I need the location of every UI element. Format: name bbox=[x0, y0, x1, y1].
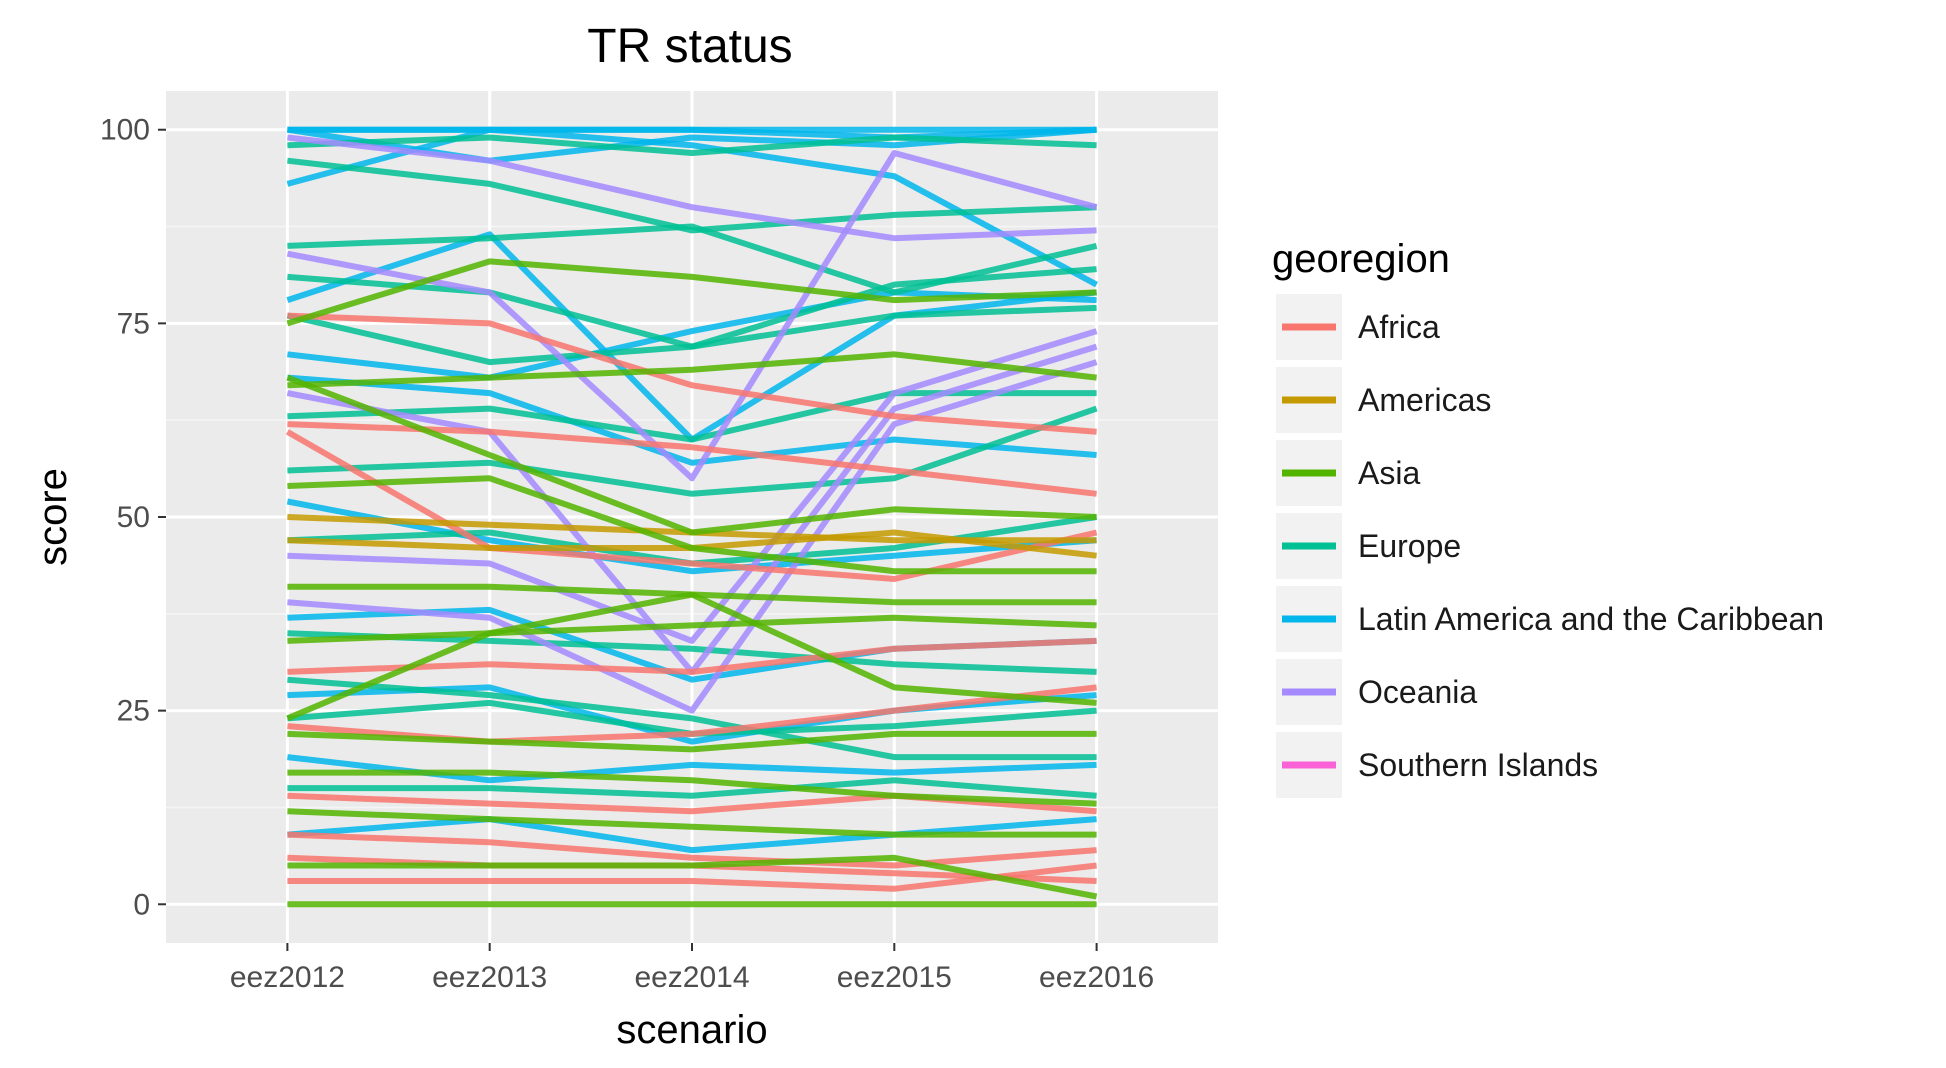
series-line bbox=[287, 831, 1097, 869]
series-line bbox=[287, 676, 1097, 761]
y-tick-label: 100 bbox=[100, 114, 150, 147]
legend-label: Europe bbox=[1358, 528, 1461, 564]
series-line bbox=[287, 816, 1097, 854]
series-line bbox=[287, 390, 1097, 443]
legend-label: Asia bbox=[1358, 455, 1420, 491]
y-tick-label: 75 bbox=[117, 307, 150, 340]
legend-label: Africa bbox=[1358, 309, 1440, 345]
series-line bbox=[287, 157, 1097, 234]
series-line bbox=[287, 328, 1098, 644]
legend-title: georegion bbox=[1272, 237, 1450, 281]
y-tick-label: 25 bbox=[117, 695, 150, 728]
series-line bbox=[287, 134, 1097, 242]
series-line bbox=[287, 405, 1098, 497]
series-lines bbox=[285, 126, 1099, 908]
series-line bbox=[287, 808, 1097, 838]
legend-label: Latin America and the Caribbean bbox=[1358, 601, 1824, 637]
series-line bbox=[287, 862, 1097, 892]
series-line bbox=[286, 374, 1097, 536]
series-line bbox=[287, 475, 1097, 575]
x-axis-title: scenario bbox=[616, 1008, 767, 1052]
series-line bbox=[287, 359, 1098, 714]
legend-items: Africa Americas Asia Europe Latin America an… bbox=[1276, 294, 1824, 798]
y-tick-label: 0 bbox=[133, 888, 150, 921]
x-tick-label: eez2016 bbox=[1039, 961, 1154, 994]
series-line bbox=[287, 374, 1097, 466]
series-line bbox=[287, 730, 1097, 753]
legend-label: Southern Islands bbox=[1358, 747, 1598, 783]
legend-label: Oceania bbox=[1358, 674, 1477, 710]
series-line bbox=[287, 769, 1097, 807]
y-tick-label: 50 bbox=[117, 501, 150, 534]
legend-item: Africa bbox=[1276, 294, 1440, 360]
x-tick-label: eez2015 bbox=[837, 961, 952, 994]
x-tick-label: eez2013 bbox=[432, 961, 547, 994]
axes: 0 25 50 75 100 eez2012 eez2013 eez2014 eez2015 ee… bbox=[100, 114, 1154, 994]
legend-item: Americas bbox=[1276, 367, 1491, 433]
series-line bbox=[286, 304, 1097, 366]
series-line bbox=[287, 637, 1097, 675]
x-tick-label: eez2012 bbox=[230, 961, 345, 994]
legend-item: Asia bbox=[1276, 440, 1420, 506]
series-line bbox=[287, 777, 1097, 799]
chart-title: TR status bbox=[587, 20, 792, 73]
series-line bbox=[285, 429, 1098, 582]
legend-item: Southern Islands bbox=[1276, 732, 1598, 798]
series-line bbox=[287, 854, 1098, 900]
legend-label: Americas bbox=[1358, 382, 1491, 418]
series-line bbox=[287, 351, 1097, 389]
legend: georegion Africa Americas Asia Europe Latin … bbox=[1272, 237, 1824, 798]
legend-item: Oceania bbox=[1276, 659, 1477, 725]
series-line bbox=[286, 591, 1097, 722]
legend-item: Europe bbox=[1276, 513, 1461, 579]
series-line bbox=[287, 312, 1097, 435]
y-axis-title: score bbox=[31, 468, 75, 566]
series-line bbox=[286, 258, 1097, 327]
legend-item: Latin America and the Caribbean bbox=[1276, 586, 1824, 652]
x-tick-label: eez2014 bbox=[634, 961, 749, 994]
series-line bbox=[286, 498, 1097, 575]
series-line bbox=[287, 614, 1097, 644]
series-line bbox=[287, 134, 1097, 156]
